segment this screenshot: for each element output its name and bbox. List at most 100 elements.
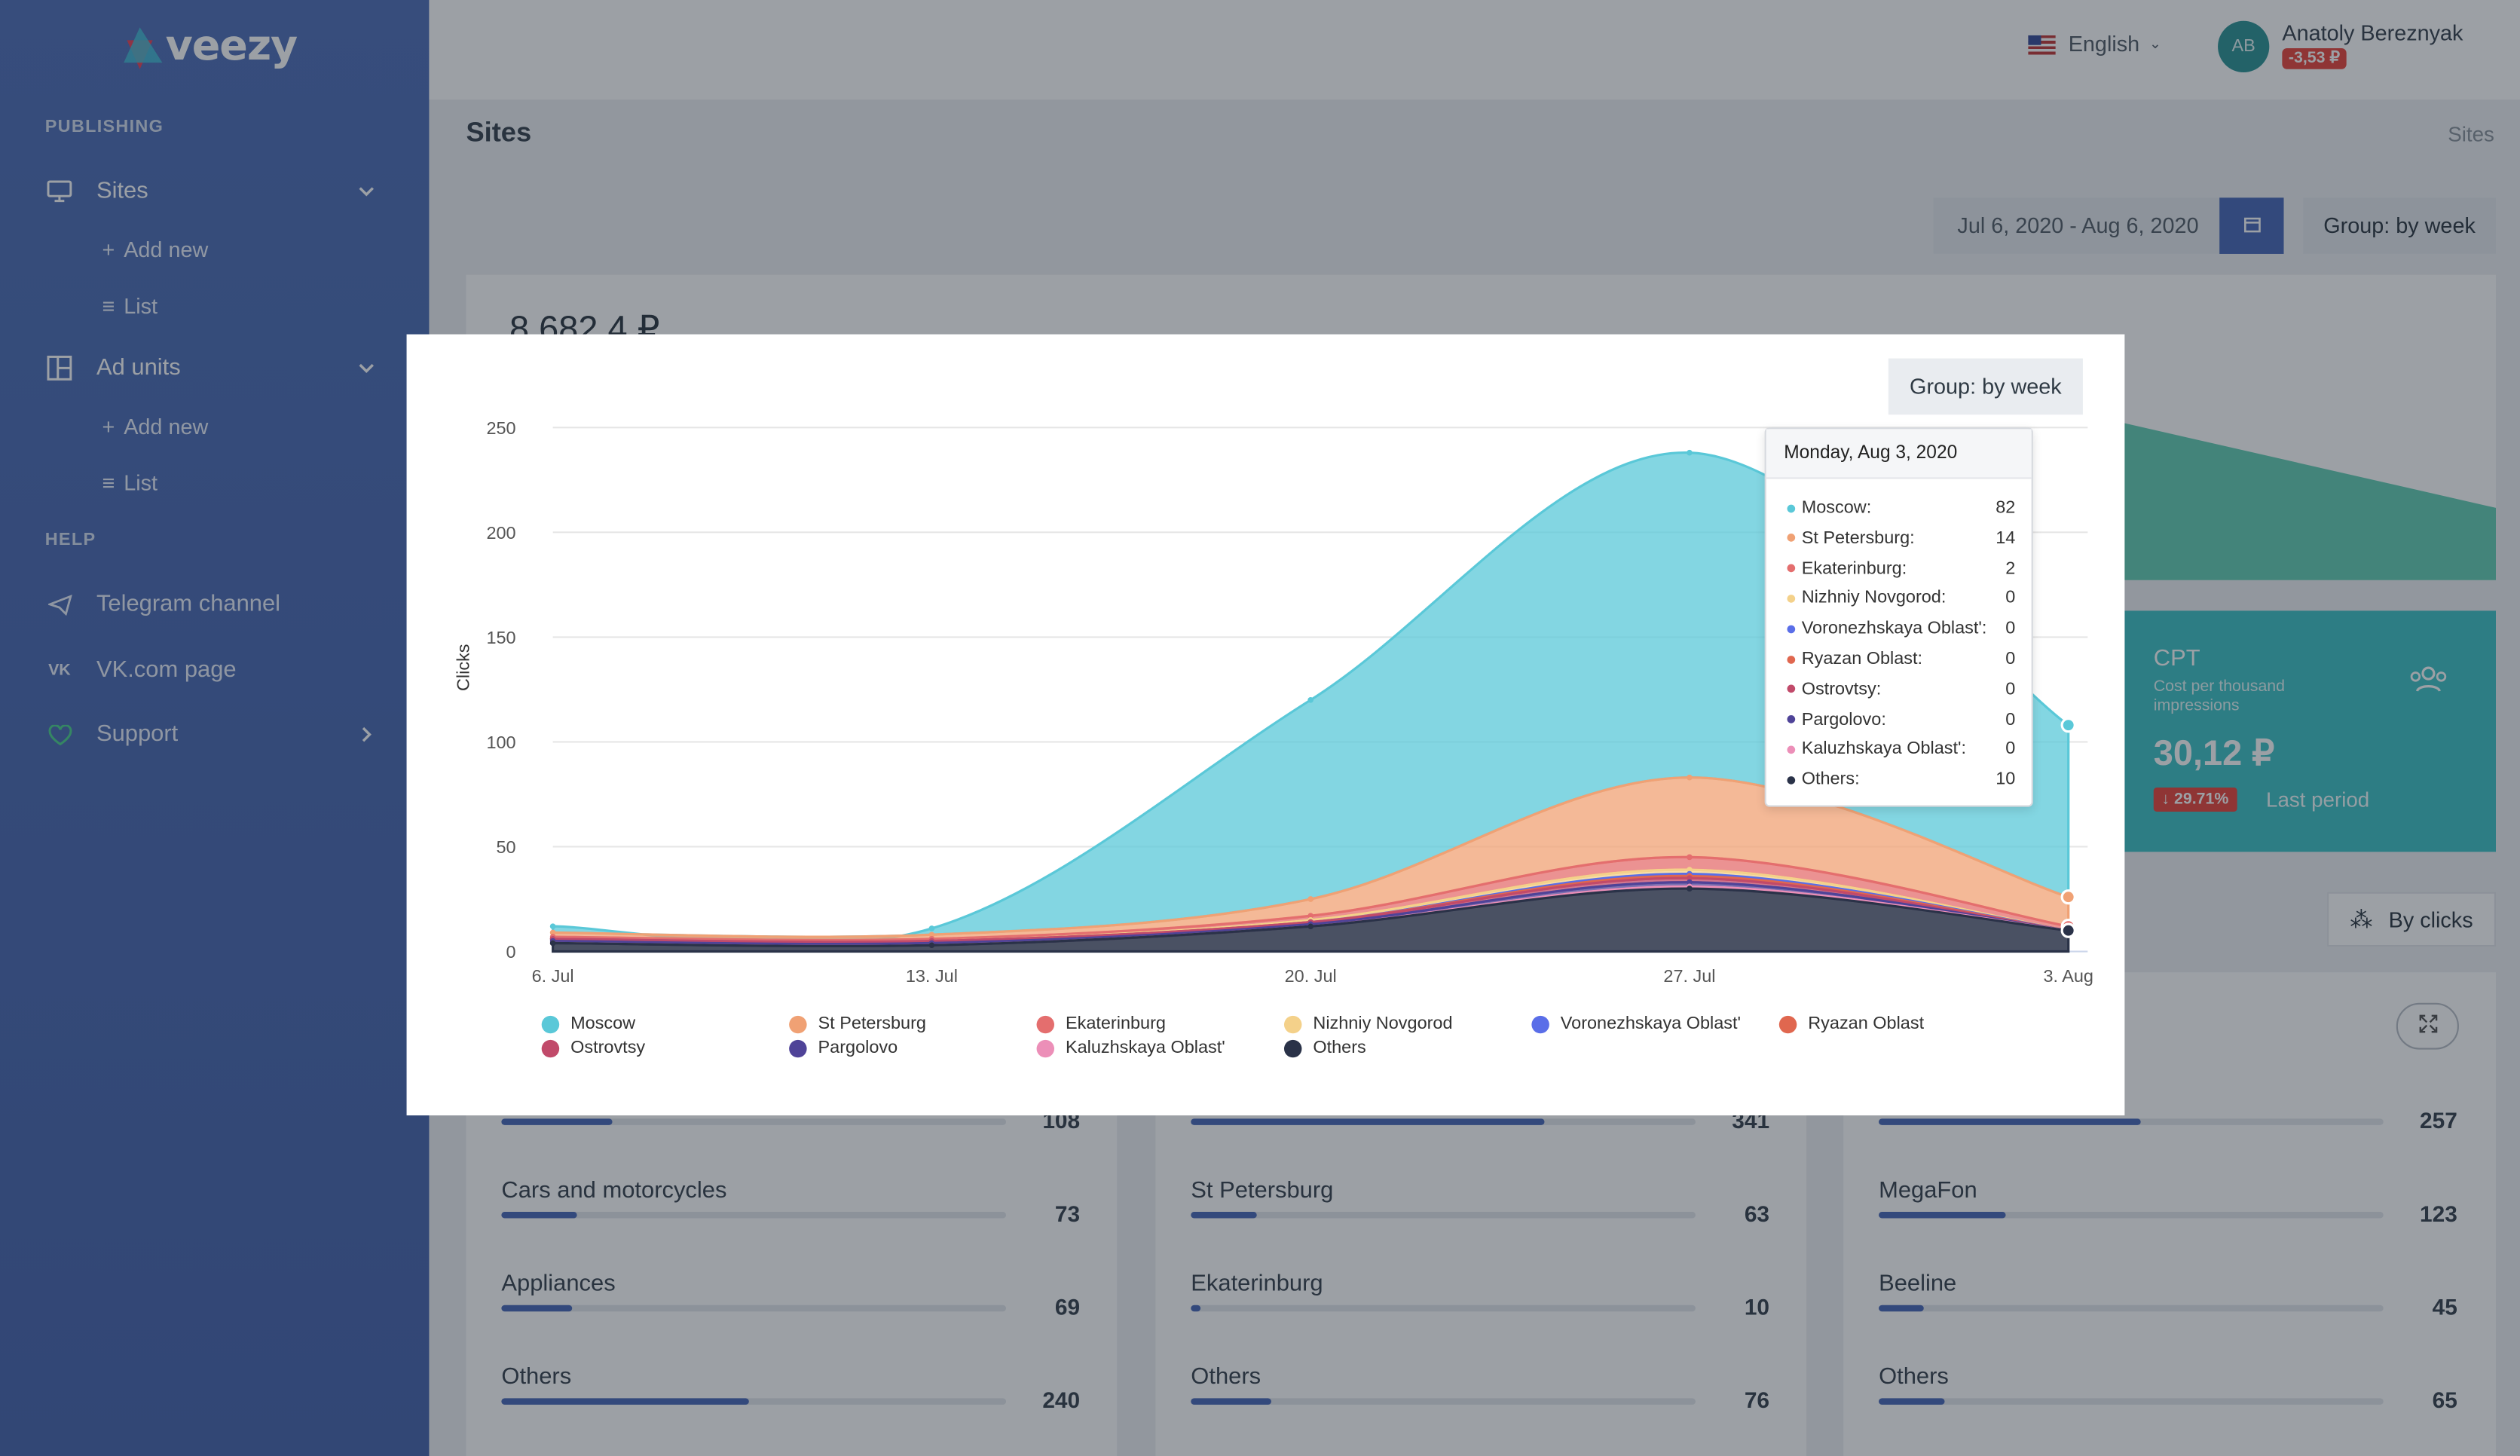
- legend-swatch: [541, 1014, 560, 1033]
- sidebar-item-ad-units[interactable]: Ad units: [0, 339, 429, 397]
- series-dot-icon: [1787, 655, 1796, 663]
- list-item-bar-fill: [1191, 1212, 1257, 1219]
- list-item-value: 257: [2420, 1107, 2457, 1133]
- tooltip-item-value: 0: [2005, 679, 2016, 699]
- data-point: [1307, 923, 1314, 929]
- list-item-bar: [501, 1398, 1007, 1405]
- tooltip-item-value: 82: [1996, 498, 2016, 518]
- list-item-bar-fill: [501, 1212, 577, 1219]
- list-item-bar-fill: [1191, 1118, 1545, 1125]
- modal-group-by-button[interactable]: Group: by week: [1888, 358, 2083, 415]
- list-item: Others 65: [1879, 1365, 2506, 1456]
- list-item-label: Others: [501, 1364, 572, 1390]
- data-point: [1687, 875, 1693, 882]
- tooltip-item: Others: 10: [1787, 769, 2015, 790]
- sort-by-clicks-button[interactable]: ⁂ By clicks: [2327, 892, 2497, 947]
- list-item-label: Beeline: [1879, 1271, 1957, 1298]
- legend-item[interactable]: Others: [1283, 1038, 1366, 1057]
- legend-item[interactable]: Moscow: [541, 1014, 635, 1033]
- cpt-delta-badge: ↓ 29.71%: [2153, 787, 2237, 812]
- brand-logo[interactable]: veezy: [124, 20, 298, 75]
- ad-units-add-new[interactable]: + Add new: [99, 414, 209, 439]
- series-dot-icon: [1787, 775, 1796, 785]
- tooltip-item-value: 0: [2005, 739, 2016, 760]
- tooltip-item-value: 0: [2005, 619, 2016, 639]
- list-item: St Petersburg 63: [1191, 1178, 1818, 1271]
- sites-list[interactable]: ≡ List: [99, 294, 158, 318]
- group-by-button[interactable]: Group: by week: [2303, 197, 2497, 254]
- sidebar: veezy PUBLISHING Sites + Add new ≡ List Ad…: [0, 0, 430, 1456]
- list-item-label: Cars and motorcycles: [501, 1178, 727, 1204]
- list-item-value: 123: [2420, 1201, 2457, 1227]
- legend-item[interactable]: Kaluzhskaya Oblast': [1036, 1038, 1225, 1058]
- legend-swatch: [541, 1038, 560, 1057]
- tooltip-item-label: Others:: [1801, 769, 1860, 790]
- sidebar-item-telegram[interactable]: Telegram channel: [0, 575, 429, 633]
- y-tick-label: 50: [497, 837, 516, 857]
- legend-item[interactable]: Ryazan Oblast: [1778, 1014, 1924, 1033]
- chart-tooltip: Monday, Aug 3, 2020 Moscow: 82 St Petersbu…: [1764, 427, 2033, 807]
- tooltip-item-label: Nizhniy Novgorod:: [1801, 589, 1947, 608]
- list-icon: ≡: [102, 470, 115, 495]
- language-selector[interactable]: English ⌄: [2028, 32, 2161, 57]
- legend-item[interactable]: Voronezhskaya Oblast': [1531, 1014, 1741, 1033]
- legend-label: Kaluzhskaya Oblast': [1065, 1038, 1225, 1058]
- expand-button[interactable]: [2396, 1002, 2459, 1050]
- list-item-value: 65: [2432, 1387, 2457, 1413]
- sidebar-item-label: Support: [96, 721, 179, 748]
- list-item-bar-fill: [1191, 1398, 1272, 1405]
- data-point: [1687, 879, 1693, 886]
- list-item-bar-fill: [1879, 1118, 2142, 1125]
- tooltip-item-value: 0: [2005, 589, 2016, 608]
- list-item: Others 76: [1191, 1365, 1818, 1456]
- legend-item[interactable]: Nizhniy Novgorod: [1283, 1014, 1453, 1033]
- sidebar-item-support[interactable]: Support: [0, 705, 429, 763]
- list-item-bar-fill: [1879, 1398, 1945, 1405]
- legend-item[interactable]: Ekaterinburg: [1036, 1014, 1166, 1033]
- list-item-value: 240: [1042, 1387, 1081, 1413]
- tooltip-item: Ekaterinburg: 2: [1787, 558, 2015, 578]
- top-bar: English ⌄ AB Anatoly Bereznyak -3,53 ₽: [429, 0, 2520, 100]
- tooltip-item-label: Ekaterinburg:: [1801, 558, 1907, 578]
- pointer-icon: ⁂: [2350, 905, 2373, 931]
- breadcrumb[interactable]: Sites: [2448, 122, 2494, 147]
- legend-item[interactable]: St Petersburg: [789, 1014, 926, 1033]
- legend-item[interactable]: Ostrovtsy: [541, 1038, 645, 1057]
- calendar-button[interactable]: [2219, 197, 2284, 254]
- tooltip-item-label: Ostrovtsy:: [1801, 679, 1882, 699]
- data-point: [928, 931, 935, 938]
- tooltip-item-label: St Petersburg:: [1801, 528, 1915, 548]
- legend-item[interactable]: Pargolovo: [789, 1038, 898, 1057]
- data-point: [1687, 774, 1693, 781]
- cpt-card: CPT Cost per thousand impressions 30,12 …: [2124, 610, 2497, 852]
- ad-units-list[interactable]: ≡ List: [99, 471, 158, 495]
- data-point: [549, 923, 556, 929]
- list-item-bar-fill: [1879, 1212, 2005, 1219]
- series-dot-icon: [1787, 745, 1796, 754]
- chevron-down-icon: [355, 180, 378, 203]
- data-point: [1307, 913, 1314, 919]
- brand-name: veezy: [165, 22, 298, 71]
- list-item: 257: [1879, 1085, 2506, 1179]
- list-item-value: 73: [1054, 1201, 1081, 1227]
- us-flag-icon: [2028, 34, 2056, 54]
- sidebar-item-sites[interactable]: Sites: [0, 162, 429, 220]
- x-tick-label: 27. Jul: [1663, 966, 1715, 986]
- data-point: [549, 929, 556, 936]
- chevron-down-icon: ⌄: [2148, 35, 2162, 52]
- monitor-icon: [45, 177, 74, 206]
- data-point: [2060, 889, 2076, 905]
- user-name[interactable]: Anatoly Bereznyak: [2282, 20, 2463, 45]
- list-item-bar: [1879, 1305, 2384, 1312]
- chart-modal: Group: by week Clicks 0 50 100 150 200 250 6. …: [406, 334, 2125, 1116]
- list-item-value: 76: [1744, 1387, 1770, 1413]
- data-point: [1687, 449, 1693, 456]
- legend-swatch: [1283, 1014, 1302, 1033]
- tooltip-date: Monday, Aug 3, 2020: [1766, 429, 2032, 479]
- avatar[interactable]: AB: [2218, 20, 2270, 72]
- sites-add-new[interactable]: + Add new: [99, 238, 209, 262]
- list-item-bar-fill: [501, 1398, 749, 1405]
- date-range-input[interactable]: Jul 6, 2020 - Aug 6, 2020: [1933, 197, 2223, 254]
- sidebar-item-vk[interactable]: VK VK.com page: [0, 641, 429, 699]
